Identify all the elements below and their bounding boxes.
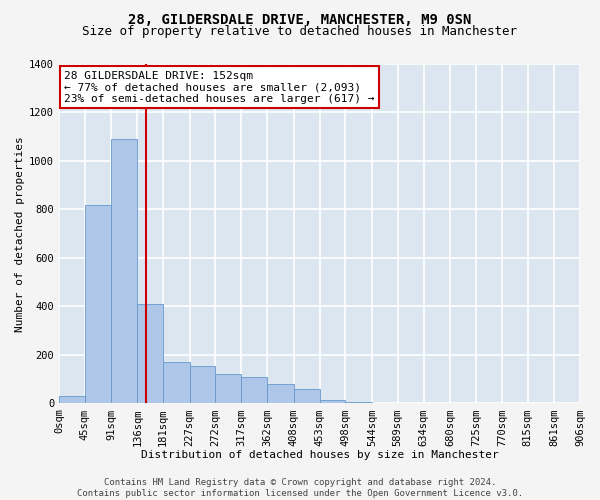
Text: Contains HM Land Registry data © Crown copyright and database right 2024.
Contai: Contains HM Land Registry data © Crown c… (77, 478, 523, 498)
Bar (137, 304, 163, 404)
Bar (241, 377, 267, 404)
Bar (163, 362, 190, 404)
Bar (293, 389, 320, 404)
Text: 28, GILDERSDALE DRIVE, MANCHESTER, M9 0SN: 28, GILDERSDALE DRIVE, MANCHESTER, M9 0S… (128, 12, 472, 26)
Text: 28 GILDERSDALE DRIVE: 152sqm
← 77% of detached houses are smaller (2,093)
23% of: 28 GILDERSDALE DRIVE: 152sqm ← 77% of de… (64, 71, 375, 104)
Y-axis label: Number of detached properties: Number of detached properties (15, 136, 25, 332)
Bar (346, 402, 372, 404)
Text: Size of property relative to detached houses in Manchester: Size of property relative to detached ho… (83, 25, 517, 38)
Bar (267, 384, 293, 404)
Bar (85, 204, 112, 404)
Bar (215, 374, 241, 404)
Bar (112, 139, 137, 404)
Bar (59, 396, 85, 404)
Bar (320, 400, 346, 404)
Bar (190, 366, 215, 404)
X-axis label: Distribution of detached houses by size in Manchester: Distribution of detached houses by size … (140, 450, 499, 460)
